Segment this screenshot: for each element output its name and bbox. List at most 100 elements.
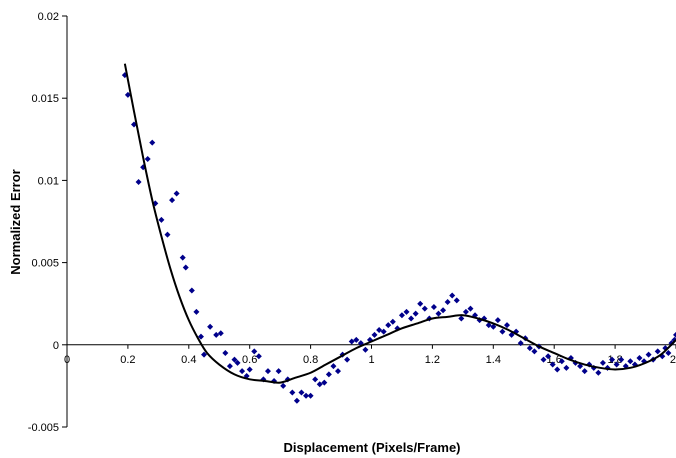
data-point [526,345,533,352]
y-tick-label: -0.005 [28,422,59,434]
data-point [462,308,469,315]
data-point [645,351,652,358]
x-tick-label: 1 [368,354,374,366]
data-point [595,369,602,376]
data-points [121,72,676,404]
data-point [193,308,200,315]
x-tick-label: 0.6 [242,354,257,366]
data-point [158,216,165,223]
y-axis-ticks: -0.005 0 0.005 0.01 0.015 0.02 [28,11,67,434]
data-point [289,389,296,396]
data-point [371,331,378,338]
data-point [264,368,271,375]
data-point [665,350,672,357]
y-tick-label: 0.005 [31,258,59,270]
data-point [490,323,497,330]
data-point [558,358,565,365]
data-point [164,231,171,238]
data-point [231,356,238,363]
data-point [213,331,220,338]
data-point [408,315,415,322]
data-point [453,297,460,304]
data-point [618,356,625,363]
data-point [188,287,195,294]
data-point [613,361,620,368]
data-point [169,197,176,204]
data-point [581,368,588,375]
x-tick-label: 0.8 [303,354,318,366]
data-point [312,376,319,383]
y-tick-label: 0.02 [38,11,59,23]
data-point [545,353,552,360]
data-point [173,190,180,197]
data-point [385,322,392,329]
x-tick-label: 1.4 [486,354,501,366]
data-point [549,361,556,368]
data-point [673,331,676,338]
y-tick-label: 0.01 [38,175,59,187]
data-point [251,348,258,355]
data-point [197,333,204,340]
data-point [430,303,437,310]
x-tick-label: 2 [670,354,676,366]
data-point [255,353,262,360]
data-point [149,139,156,146]
data-point [417,300,424,307]
data-point [239,368,246,375]
data-point [344,356,351,363]
data-point [636,354,643,361]
data-point [207,323,214,330]
data-point [627,358,634,365]
y-axis-title: Normalized Error [8,169,23,274]
data-point [389,318,396,325]
y-tick-label: 0 [53,340,59,352]
data-point [403,308,410,315]
x-tick-label: 1.8 [607,354,622,366]
data-point [449,292,456,299]
data-point [440,307,447,314]
data-point [303,392,310,399]
data-point [362,346,369,353]
data-point [485,322,492,329]
data-point [504,322,511,329]
x-tick-label: 0.4 [181,354,196,366]
y-tick-label: 0.015 [31,93,59,105]
data-point [217,330,224,337]
data-point [182,264,189,271]
data-point [609,356,616,363]
data-point [348,338,355,345]
data-point [540,356,547,363]
data-point [280,382,287,389]
data-point [563,364,570,371]
data-point [353,336,360,343]
data-point [124,91,131,98]
data-point [467,305,474,312]
data-point [499,328,506,335]
x-axis-title: Displacement (Pixels/Frame) [283,440,460,455]
fit-curve [123,63,676,384]
data-point [316,381,323,388]
data-point [531,348,538,355]
data-point [201,351,208,358]
data-point [376,327,383,334]
data-point [307,392,314,399]
data-point [330,363,337,370]
data-point [325,371,332,378]
data-point [494,317,501,324]
data-point [226,363,233,370]
data-point [335,368,342,375]
x-tick-label: 0.2 [120,354,135,366]
data-point [458,315,465,322]
data-point [599,359,606,366]
data-point [412,310,419,317]
data-point [222,350,229,357]
data-point [517,340,524,347]
data-point [554,366,561,373]
data-point [321,379,328,386]
data-point [398,312,405,319]
data-point [293,397,300,404]
data-point [275,368,282,375]
data-point [654,348,661,355]
data-point [144,156,151,163]
x-axis-ticks: 00.20.40.60.811.21.41.61.82 [64,344,676,366]
